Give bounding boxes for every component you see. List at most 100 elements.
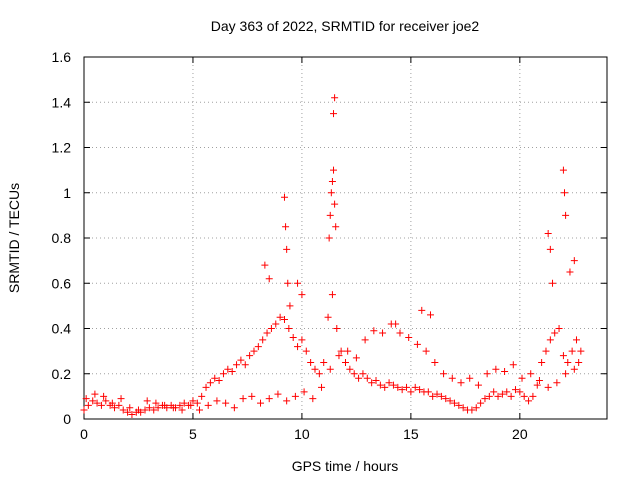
data-point: [446, 397, 454, 405]
data-point: [309, 395, 317, 403]
data-point: [342, 358, 349, 366]
data-point: [89, 397, 97, 405]
data-point: [215, 377, 223, 385]
data-point: [529, 392, 537, 400]
data-point: [350, 370, 358, 378]
chart-title: Day 363 of 2022, SRMTID for receiver joe…: [211, 18, 480, 34]
data-point: [570, 257, 578, 265]
data-point: [228, 367, 236, 375]
data-point: [283, 245, 291, 253]
data-point: [265, 395, 273, 403]
data-point: [198, 392, 206, 400]
data-point: [431, 358, 439, 366]
data-point: [559, 166, 567, 174]
data-point: [289, 334, 297, 342]
data-point: [276, 313, 284, 321]
data-point: [385, 379, 393, 387]
x-tick-label: 5: [189, 426, 197, 442]
data-point: [553, 379, 561, 387]
data-point: [566, 268, 574, 276]
data-point: [363, 374, 371, 382]
data-point: [498, 390, 506, 398]
data-point: [285, 325, 293, 332]
data-point: [352, 354, 360, 362]
data-point: [485, 392, 493, 400]
data-point: [437, 392, 445, 400]
data-point: [551, 329, 559, 337]
data-point: [124, 408, 132, 416]
data-point: [466, 374, 474, 382]
data-point: [379, 329, 387, 337]
y-tick-label: 1: [63, 185, 71, 201]
data-point: [286, 302, 294, 310]
data-point: [568, 347, 576, 355]
data-point: [544, 383, 552, 391]
data-point: [246, 352, 254, 360]
data-point: [178, 406, 186, 414]
data-point: [259, 336, 267, 344]
data-point: [407, 388, 415, 396]
data-point: [176, 401, 184, 409]
data-point: [326, 365, 334, 373]
y-tick-label: 1.4: [52, 94, 72, 110]
data-point: [325, 234, 333, 242]
data-point: [108, 399, 116, 407]
data-point: [418, 306, 426, 314]
data-point: [538, 358, 546, 366]
data-point: [331, 200, 339, 208]
data-point: [330, 166, 338, 174]
data-point: [128, 410, 136, 418]
data-point: [320, 358, 328, 366]
data-point: [392, 320, 400, 328]
data-point: [324, 313, 332, 321]
data-point: [546, 245, 554, 253]
data-point: [91, 390, 99, 398]
data-point: [291, 392, 299, 400]
data-point: [442, 395, 450, 403]
data-points: [80, 94, 585, 418]
data-point: [433, 390, 441, 398]
axis-ticks: [83, 56, 607, 420]
data-point: [189, 397, 197, 405]
data-point: [549, 279, 557, 287]
data-point: [263, 329, 271, 337]
data-point: [219, 370, 227, 378]
data-point: [298, 336, 306, 344]
data-point: [261, 261, 269, 269]
data-point: [222, 399, 230, 407]
data-point: [280, 193, 288, 201]
data-point: [518, 374, 526, 382]
data-point: [561, 189, 569, 197]
data-point: [533, 381, 541, 389]
y-tick-label: 0.8: [52, 230, 72, 246]
y-tick-label: 1.6: [52, 49, 72, 65]
data-point: [233, 361, 241, 369]
data-point: [330, 110, 338, 118]
data-point: [361, 336, 369, 344]
data-point: [337, 347, 345, 355]
data-point: [204, 401, 212, 409]
data-point: [370, 327, 378, 335]
data-point: [206, 379, 214, 387]
data-point: [97, 401, 105, 409]
data-point: [525, 397, 533, 405]
y-tick-label: 1.2: [52, 140, 72, 156]
data-point: [459, 404, 467, 412]
data-point: [80, 406, 88, 414]
y-tick-label: 0.6: [52, 275, 72, 291]
data-point: [575, 358, 583, 366]
y-tick-label: 0.2: [52, 366, 72, 382]
data-point: [161, 401, 169, 409]
data-point: [307, 358, 315, 366]
x-tick-label: 15: [403, 426, 419, 442]
data-point: [398, 386, 406, 394]
data-point: [483, 370, 491, 378]
data-point: [126, 404, 134, 412]
data-point: [527, 370, 535, 378]
data-point: [490, 388, 498, 396]
data-point: [111, 404, 119, 412]
data-point: [315, 370, 323, 378]
data-point: [280, 315, 288, 323]
data-point: [119, 406, 127, 414]
